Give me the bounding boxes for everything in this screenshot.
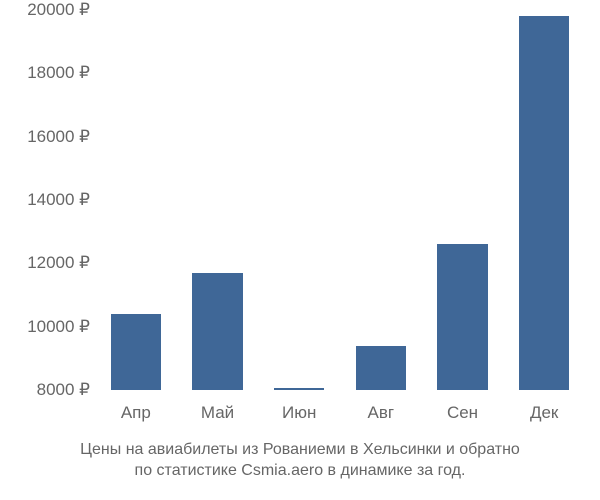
x-tick-label: Май <box>201 403 234 423</box>
caption-line-2: по статистике Csmia.aero в динамике за г… <box>10 460 590 482</box>
y-tick-label: 8000 ₽ <box>0 380 90 400</box>
bar <box>192 273 243 390</box>
x-tick-label: Авг <box>368 403 395 423</box>
bar <box>356 346 407 390</box>
bar <box>274 388 325 390</box>
bar <box>519 16 570 390</box>
chart-caption: Цены на авиабилеты из Рованиеми в Хельси… <box>0 439 600 482</box>
y-tick-label: 14000 ₽ <box>0 190 90 210</box>
y-tick-label: 16000 ₽ <box>0 127 90 147</box>
x-axis: Апр Май Июн Авг Сен Дек <box>95 395 585 425</box>
y-tick-label: 18000 ₽ <box>0 63 90 83</box>
caption-line-1: Цены на авиабилеты из Рованиеми в Хельси… <box>10 439 590 461</box>
y-tick-label: 10000 ₽ <box>0 317 90 337</box>
plot-area <box>95 10 585 390</box>
y-tick-label: 12000 ₽ <box>0 253 90 273</box>
x-tick-label: Июн <box>282 403 316 423</box>
bar <box>437 244 488 390</box>
x-tick-label: Дек <box>530 403 558 423</box>
bar <box>111 314 162 390</box>
y-axis: 8000 ₽10000 ₽12000 ₽14000 ₽16000 ₽18000 … <box>0 10 95 390</box>
x-tick-label: Апр <box>121 403 151 423</box>
bar-chart <box>95 10 585 390</box>
x-tick-label: Сен <box>447 403 478 423</box>
y-tick-label: 20000 ₽ <box>0 0 90 20</box>
